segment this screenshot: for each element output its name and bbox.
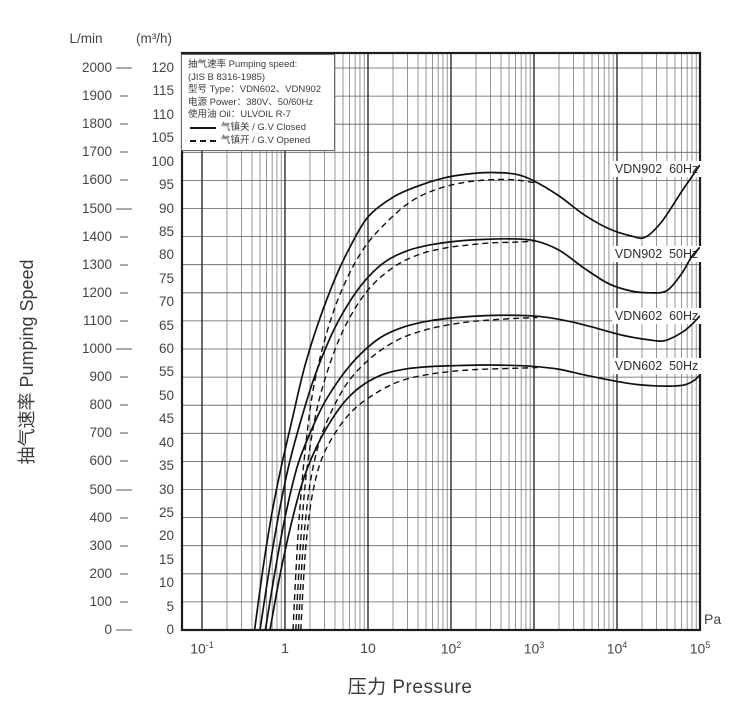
ytick-dash	[116, 489, 132, 490]
ytick-m3h: 115	[152, 83, 174, 99]
ytick-m3h: 40	[158, 434, 174, 450]
ytick-m3h: 5	[166, 598, 174, 614]
xtick: 103	[523, 640, 545, 657]
ytick-m3h: 75	[158, 270, 174, 286]
ytick-dash	[120, 320, 128, 322]
ytick-dash	[120, 123, 128, 125]
ytick-m3h: 100	[151, 153, 174, 169]
ytick-lmin: 1600	[81, 172, 112, 188]
ytick-lmin: 700	[89, 425, 112, 441]
legend-line: 抽气速率 Pumping speed:	[188, 59, 298, 70]
ytick-dash	[120, 432, 128, 434]
ytick-m3h: 15	[158, 551, 174, 567]
y-axis-title: 抽气速率 Pumping Speed	[17, 259, 37, 465]
ytick-lmin: 800	[89, 397, 112, 413]
curve-label: VDN602 50Hz	[611, 358, 702, 375]
ytick-lmin: 1400	[81, 228, 112, 244]
ytick-m3h: 35	[158, 458, 174, 474]
ytick-lmin: 1000	[81, 341, 112, 356]
legend-line: 使用油 Oil：ULVOIL R-7	[188, 109, 291, 121]
ytick-lmin: 1700	[81, 144, 112, 160]
ytick-m3h: 90	[158, 200, 174, 216]
ytick-m3h: 105	[151, 130, 174, 146]
ytick-dash	[120, 376, 128, 378]
ytick-m3h: 65	[158, 317, 174, 333]
legend-dashed-label: 气镇开 / G.V Opened	[221, 134, 311, 146]
ytick-dash	[120, 573, 128, 575]
ytick-dash	[116, 629, 132, 631]
legend-line: (JIS B 8316-1985)	[188, 71, 266, 83]
ytick-dash	[120, 545, 128, 547]
ytick-m3h: 55	[158, 364, 174, 380]
ytick-m3h: 45	[158, 411, 174, 427]
x-unit-label: Pa	[704, 611, 722, 627]
ytick-m3h: 20	[158, 528, 174, 544]
ytick-m3h: 110	[152, 106, 174, 122]
ytick-m3h: 85	[158, 223, 174, 239]
curve-label: VDN602 60Hz	[611, 308, 702, 325]
ytick-lmin: 1300	[81, 256, 112, 272]
ytick-dash	[120, 95, 128, 97]
dashed-line-swatch	[190, 139, 216, 142]
ytick-lmin: 200	[89, 565, 112, 581]
x-axis-title: 压力 Pressure	[347, 677, 473, 698]
ytick-dash	[116, 208, 132, 209]
xtick: 10-1	[190, 640, 214, 657]
ytick-m3h: 80	[158, 247, 174, 263]
legend-solid-row: 气镇关 / G.V Closed	[188, 122, 329, 135]
ytick-lmin: 2000	[81, 60, 112, 75]
legend-box: 抽气速率 Pumping speed: (JIS B 8316-1985) 型号 T…	[181, 54, 335, 152]
ytick-dash	[120, 179, 128, 181]
y-unit-right-label: (m³/h)	[136, 31, 172, 46]
ytick-lmin: 1800	[81, 116, 112, 132]
ytick-lmin: 0	[104, 622, 112, 637]
ytick-lmin: 500	[89, 481, 112, 497]
xtick: 10	[360, 640, 376, 656]
ytick-dash	[120, 460, 128, 462]
xtick: 1	[281, 640, 289, 656]
legend-solid-label: 气镇关 / G.V Closed	[221, 121, 306, 133]
ytick-dash	[120, 264, 128, 266]
ytick-m3h: 0	[166, 622, 174, 637]
ytick-m3h: 120	[151, 60, 174, 75]
ytick-m3h: 50	[158, 387, 174, 403]
legend-dashed-row: 气镇开 / G.V Opened	[188, 135, 329, 148]
ytick-dash	[120, 601, 128, 603]
xtick: 104	[606, 640, 628, 657]
curve-label: VDN902 50Hz	[611, 246, 702, 263]
y-unit-left-label: L/min	[69, 31, 103, 46]
ytick-lmin: 400	[89, 509, 112, 525]
xtick: 105	[689, 640, 711, 657]
legend-line: 电源 Power：380V、50/60Hz	[188, 96, 314, 108]
solid-line-swatch	[190, 127, 216, 130]
ytick-dash	[116, 348, 132, 350]
ytick-m3h: 95	[158, 177, 174, 193]
legend-text-lines: 抽气速率 Pumping speed: (JIS B 8316-1985) 型号 T…	[188, 59, 329, 122]
ytick-lmin: 900	[89, 369, 112, 385]
ytick-m3h: 30	[158, 481, 174, 497]
ytick-lmin: 300	[89, 537, 112, 553]
ytick-m3h: 70	[158, 294, 174, 310]
xtick: 102	[440, 640, 462, 657]
ytick-dash	[120, 517, 128, 519]
ytick-dash	[116, 67, 132, 69]
ytick-m3h: 25	[158, 504, 174, 520]
ytick-m3h: 60	[158, 341, 174, 356]
ytick-dash	[120, 236, 128, 238]
legend-line: 型号 Type：VDN602、VDN902	[188, 84, 322, 96]
ytick-dash	[120, 404, 128, 406]
ytick-m3h: 10	[158, 575, 174, 591]
ytick-lmin: 600	[89, 453, 112, 469]
ytick-lmin: 100	[89, 593, 112, 609]
ytick-lmin: 1200	[81, 284, 112, 300]
ytick-lmin: 1500	[81, 200, 112, 216]
ytick-dash	[120, 151, 128, 153]
ytick-lmin: 1900	[81, 88, 112, 104]
ytick-lmin: 1100	[82, 312, 112, 328]
curve-label: VDN902 60Hz	[611, 161, 702, 178]
ytick-dash	[120, 292, 128, 294]
